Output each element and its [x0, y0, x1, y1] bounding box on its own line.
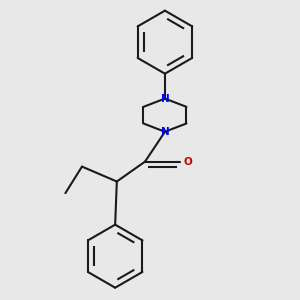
- Text: N: N: [160, 94, 169, 103]
- Text: O: O: [184, 157, 193, 166]
- Text: N: N: [160, 127, 169, 137]
